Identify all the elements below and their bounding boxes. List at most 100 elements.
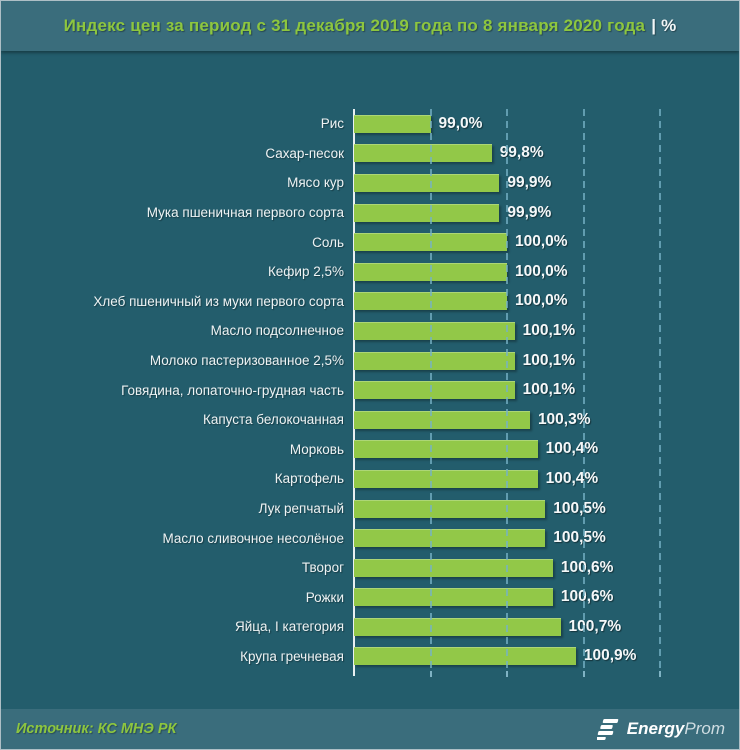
category-label: Лук репчатый	[258, 501, 344, 517]
chart-main: Рис 99,0% Сахар-песок 99,8% Мясо кур 99,9% Мук…	[1, 51, 739, 711]
bar-track: 99,9%	[353, 168, 739, 198]
value-label: 99,0%	[438, 114, 483, 132]
bar-track: 100,5%	[353, 494, 739, 524]
bar-track: 100,3%	[353, 405, 739, 435]
value-label: 100,4%	[545, 469, 599, 487]
gridline-102	[659, 109, 661, 671]
category-label: Яйца, I категория	[235, 619, 344, 635]
bar-row: Молоко пастеризованное 2,5% 100,1%	[1, 346, 739, 376]
axis-tick-101	[582, 671, 585, 677]
value-label: 100,7%	[568, 617, 622, 635]
value-label: 100,1%	[522, 321, 576, 339]
bar	[354, 351, 515, 370]
bar-row: Творог 100,6%	[1, 553, 739, 583]
category-label: Масло сливочное несолёное	[162, 530, 344, 546]
bar	[354, 144, 492, 163]
category-label: Рожки	[305, 589, 344, 605]
category-label: Соль	[312, 234, 344, 250]
category-label: Капуста белокочанная	[202, 412, 344, 428]
bar-row: Мука пшеничная первого сорта 99,9%	[1, 198, 739, 228]
value-label: 100,1%	[522, 381, 576, 399]
logo-text-prom: Prom	[684, 719, 725, 738]
bar-track: 100,4%	[353, 464, 739, 494]
axis-tick-100	[506, 671, 508, 677]
category-label: Творог	[301, 560, 344, 576]
value-label: 100,5%	[553, 499, 606, 517]
bar-row: Масло подсолнечное 100,1%	[1, 316, 739, 346]
category-label: Кефир 2,5%	[267, 264, 344, 280]
bar-row: Картофель 100,4%	[1, 464, 739, 494]
category-label: Крупа гречневая	[240, 648, 344, 664]
value-label: 100,3%	[537, 410, 591, 428]
bar-row: Масло сливочное несолёное 100,5%	[1, 523, 739, 553]
bar-track: 100,7%	[353, 612, 739, 642]
category-label: Масло подсолнечное	[210, 323, 344, 339]
bar-track: 99,0%	[353, 109, 739, 139]
bar-track: 100,1%	[353, 316, 739, 346]
bar-row: Мясо кур 99,9%	[1, 168, 739, 198]
value-label: 100,4%	[545, 440, 599, 458]
value-label: 100,6%	[560, 558, 614, 576]
bar-track: 100,1%	[353, 346, 739, 376]
bar	[354, 529, 546, 548]
bar	[354, 440, 538, 459]
category-label: Картофель	[274, 471, 344, 487]
category-label: Мясо кур	[287, 175, 344, 191]
value-label: 99,9%	[507, 203, 552, 221]
value-label: 99,9%	[507, 173, 552, 191]
bar	[354, 647, 576, 666]
bar-row: Рожки 100,6%	[1, 583, 739, 613]
bar-row: Крупа гречневая 100,9%	[1, 642, 739, 672]
bar-track: 99,9%	[353, 198, 739, 228]
bar-row: Соль 100,0%	[1, 227, 739, 257]
bar	[354, 588, 553, 607]
bar-row: Хлеб пшеничный из муки первого сорта 100,…	[1, 287, 739, 317]
category-label: Мука пшеничная первого сорта	[146, 205, 344, 221]
energyprom-logo-text: EnergyProm	[627, 719, 725, 739]
bar-row: Говядина, лопаточно-грудная часть 100,1%	[1, 375, 739, 405]
bar-track: 100,6%	[353, 553, 739, 583]
bar	[354, 203, 500, 222]
footer-band: Источник: КС МНЭ РК EnergyProm	[1, 709, 739, 749]
bar	[354, 321, 515, 340]
bar-row: Морковь 100,4%	[1, 435, 739, 465]
category-label: Рис	[320, 116, 344, 132]
source-label: Источник: КС МНЭ РК	[16, 721, 177, 737]
category-label: Сахар-песок	[265, 145, 344, 161]
logo-text-energy: Energy	[626, 719, 685, 738]
bar-track: 100,1%	[353, 375, 739, 405]
bar-row: Яйца, I категория 100,7%	[1, 612, 739, 642]
bar	[354, 499, 546, 518]
energyprom-logo: EnergyProm	[596, 717, 725, 741]
category-label: Хлеб пшеничный из муки первого сорта	[93, 293, 344, 309]
category-label: Морковь	[289, 441, 344, 457]
chart-title-unit: | %	[651, 16, 677, 35]
value-label: 100,9%	[583, 647, 637, 665]
plot-area: Рис 99,0% Сахар-песок 99,8% Мясо кур 99,9% Мук…	[1, 109, 739, 684]
gridline-101	[582, 109, 585, 671]
bar	[354, 410, 530, 429]
bar	[354, 617, 561, 636]
bar-track: 100,5%	[353, 523, 739, 553]
axis-tick-102	[659, 671, 661, 677]
bar	[354, 558, 553, 577]
value-label: 100,0%	[515, 262, 568, 280]
bar	[354, 173, 500, 192]
value-label: 100,5%	[553, 529, 606, 547]
chart-title-text: Индекс цен за период с 31 декабря 2019 г…	[63, 16, 646, 35]
bar-track: 100,4%	[353, 435, 739, 465]
category-label: Молоко пастеризованное 2,5%	[149, 353, 344, 369]
value-label: 100,1%	[522, 351, 576, 369]
axis-tick-99	[429, 671, 432, 677]
bar-track: 100,9%	[353, 642, 739, 672]
bar-row: Лук репчатый 100,5%	[1, 494, 739, 524]
gridline-100	[506, 109, 508, 671]
bar-track: 100,0%	[353, 287, 739, 317]
gridline-99	[429, 109, 432, 671]
bar-row: Капуста белокочанная 100,3%	[1, 405, 739, 435]
header-band: Индекс цен за период с 31 декабря 2019 г…	[1, 1, 739, 51]
chart-title: Индекс цен за период с 31 декабря 2019 г…	[64, 16, 677, 36]
bar-track: 99,8%	[353, 139, 739, 169]
bar-row: Сахар-песок 99,8%	[1, 139, 739, 169]
